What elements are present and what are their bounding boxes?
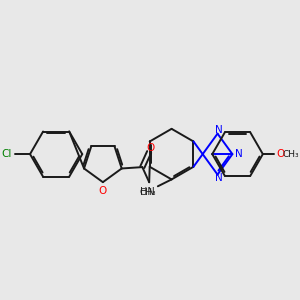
- Text: O: O: [276, 149, 284, 159]
- Text: Cl: Cl: [1, 149, 12, 159]
- Text: N: N: [215, 125, 223, 135]
- Text: N: N: [235, 149, 243, 159]
- Text: O: O: [99, 186, 107, 196]
- Text: N: N: [215, 173, 223, 183]
- Text: CH₃: CH₃: [283, 150, 299, 159]
- Text: HN: HN: [140, 187, 155, 197]
- Text: CH₃: CH₃: [139, 188, 156, 197]
- Text: O: O: [146, 142, 155, 153]
